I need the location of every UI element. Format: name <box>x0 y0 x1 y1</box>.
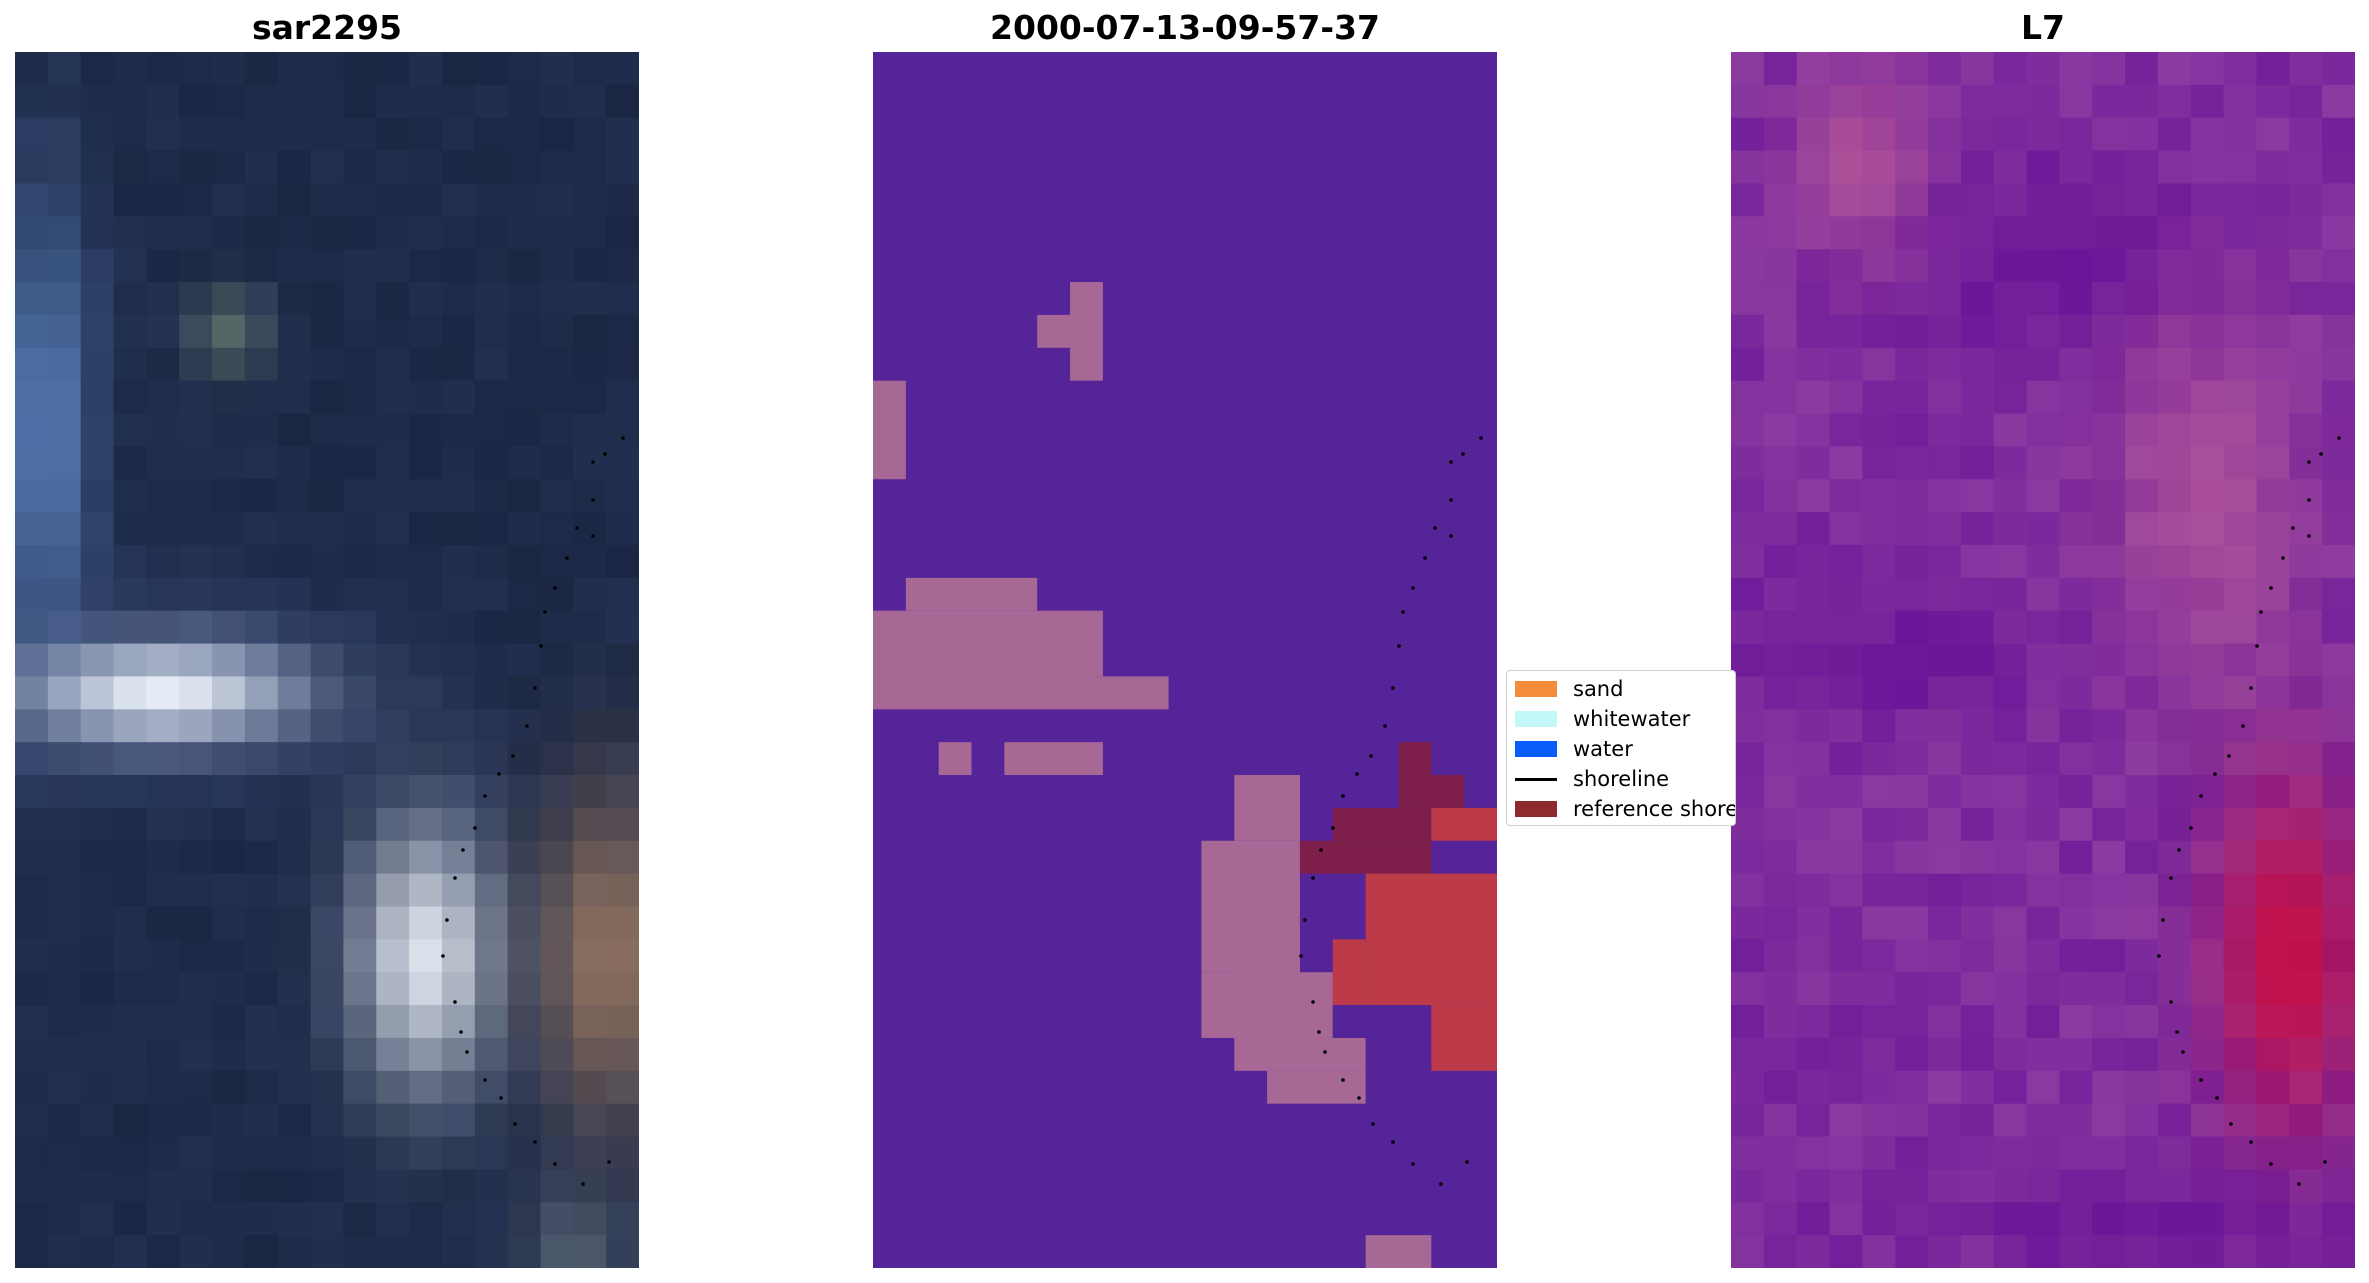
legend-item-water: water <box>1515 737 1633 761</box>
legend-label-reference-shoreline: reference shoreline <box>1573 797 1735 821</box>
index-image <box>1731 52 2355 1268</box>
classification-image <box>873 52 1497 1268</box>
legend-swatch-reference-shoreline <box>1515 801 1557 817</box>
panel-title-l7: L7 <box>2021 8 2065 47</box>
legend-swatch-water <box>1515 741 1557 757</box>
legend-label-sand: sand <box>1573 677 1624 701</box>
legend-label-water: water <box>1573 737 1633 761</box>
legend-item-reference-shoreline: reference shoreline <box>1515 797 1735 821</box>
panel-title-date: 2000-07-13-09-57-37 <box>990 8 1380 47</box>
legend-item-sand: sand <box>1515 677 1623 701</box>
legend-swatch-whitewater <box>1515 711 1557 727</box>
legend-line-shoreline <box>1515 777 1557 781</box>
legend-item-shoreline: shoreline <box>1515 767 1669 791</box>
legend-label-whitewater: whitewater <box>1573 707 1691 731</box>
legend: sand whitewater water shoreline referenc… <box>1506 670 1736 826</box>
panel-title-sar: sar2295 <box>251 8 403 47</box>
legend-label-shoreline: shoreline <box>1573 767 1670 791</box>
legend-item-whitewater: whitewater <box>1515 707 1690 731</box>
rgb-satellite-image <box>15 52 639 1268</box>
legend-swatch-sand <box>1515 681 1557 697</box>
